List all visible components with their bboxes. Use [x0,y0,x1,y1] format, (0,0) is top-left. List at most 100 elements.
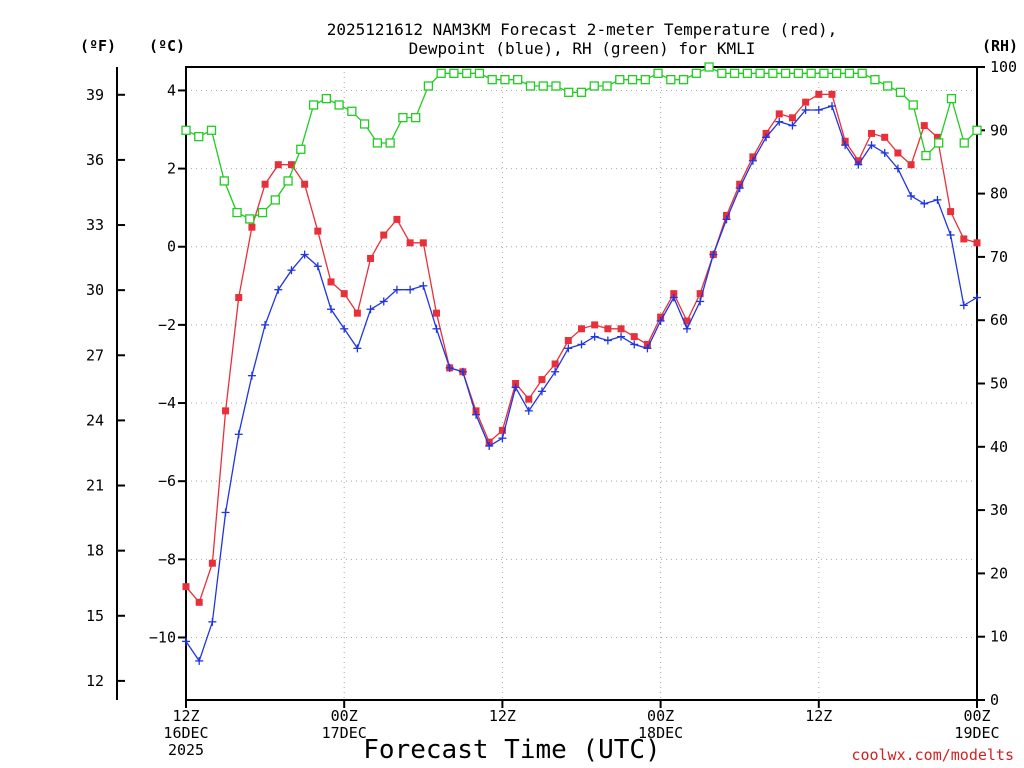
rh-marker [921,150,931,161]
dewpoint-c-marker [682,324,691,333]
temperature-c-marker [947,208,955,216]
x-tick-label: 12Z [172,707,199,725]
dewpoint-c-marker [366,305,375,314]
rh-marker [359,119,370,129]
dewpoint-c-marker [511,383,520,392]
fahrenheit-tick-label: 39 [86,86,104,104]
temperature-c-marker [815,90,823,98]
temperature-c-marker [933,133,941,141]
temperature-c-marker [802,98,810,106]
rh-tick-label: 50 [990,375,1008,393]
temperature-c-marker [894,149,902,157]
temperature-c-marker [235,294,243,302]
rh-marker [500,75,510,85]
rh-marker [296,144,306,154]
rh-marker [908,100,918,110]
x-axis-label: Forecast Time (UTC) [363,735,660,765]
temperature-c-marker [960,235,968,243]
rh-marker [806,68,816,78]
rh-marker [385,138,395,148]
rh-marker [410,112,421,123]
dewpoint-c-marker [234,430,243,439]
rh-marker [653,68,663,78]
dewpoint-c-marker [973,293,981,302]
rh-marker [551,81,561,91]
dewpoint-c-marker [867,141,876,150]
x-tick-label: 12Z [489,707,516,725]
dewpoint-c-marker [933,195,942,204]
dewpoint-c-marker [722,215,731,224]
temperature-c-marker [353,309,361,317]
fahrenheit-axis-header: (ºF) [80,37,116,55]
rh-tick-label: 10 [990,628,1008,646]
temperature-c-marker [881,133,889,141]
rh-marker [538,81,548,91]
rh-tick-label: 20 [990,564,1008,582]
dewpoint-c-marker [748,156,757,165]
rh-axis-header: (RH) [982,37,1018,55]
rh-marker [513,75,523,85]
rh-marker [602,81,612,91]
temperature-c-marker [327,278,335,286]
rh-marker [334,100,344,110]
rh-marker [487,75,497,85]
rh-marker [832,68,842,78]
temperature-c-marker [564,337,572,345]
temperature-c-marker [630,333,638,341]
dewpoint-c-marker [617,332,626,341]
rh-marker [615,75,625,85]
rh-tick-label: 100 [990,58,1017,76]
rh-marker [564,87,574,97]
celsius-tick-label: −4 [158,394,176,412]
temperature-c-marker [419,239,427,247]
dewpoint-c-marker [696,297,705,306]
temperature-c-marker [907,161,915,169]
rh-marker [181,125,191,135]
rh-marker [321,94,331,104]
rh-marker [257,207,268,218]
temperature-c-marker [393,215,401,223]
temperature-c-marker [828,90,836,98]
temperature-c-marker [287,161,295,169]
temperature-c-marker [525,395,533,403]
rh-marker [870,75,880,85]
rh-tick-label: 40 [990,438,1008,456]
dewpoint-c-marker [709,250,718,259]
dewpoint-c-marker [406,285,415,294]
dewpoint-c-marker [498,434,507,443]
rh-marker [436,68,446,78]
rh-marker [270,195,280,205]
dewpoint-c-marker [432,324,441,333]
dewpoint-c-marker [907,191,916,200]
temperature-c-marker [248,223,256,231]
temperature-c-marker [788,114,796,122]
rh-marker [576,87,587,97]
dewpoint-c-marker [841,141,850,150]
temperature-c-marker [973,239,981,247]
temperature-c-marker [406,239,414,247]
celsius-axis-header: (ºC) [149,37,185,55]
rh-marker [678,75,689,85]
temperature-c-marker [617,325,625,333]
temperature-c-marker [208,559,216,567]
rh-marker [729,68,740,78]
temperature-c-marker [340,290,348,298]
dewpoint-c-marker [300,250,309,259]
dewpoint-c-marker [590,332,599,341]
rh-marker [755,68,765,78]
dewpoint-c-marker [313,262,322,271]
temperature-c-marker [367,254,375,262]
tick-labels: 420−2−4−6−8−1039363330272421181512100908… [86,58,1017,759]
rh-tick-label: 60 [990,311,1008,329]
x-tick-label: 18DEC [638,724,683,742]
rh-marker [398,112,408,123]
dewpoint-c-marker [603,336,612,345]
celsius-tick-label: −10 [149,628,176,646]
rh-marker [717,68,727,78]
rh-marker [819,68,829,78]
temperature-c-marker [195,598,203,606]
dewpoint-c-marker [946,231,955,240]
x-tick-label: 19DEC [954,724,999,742]
